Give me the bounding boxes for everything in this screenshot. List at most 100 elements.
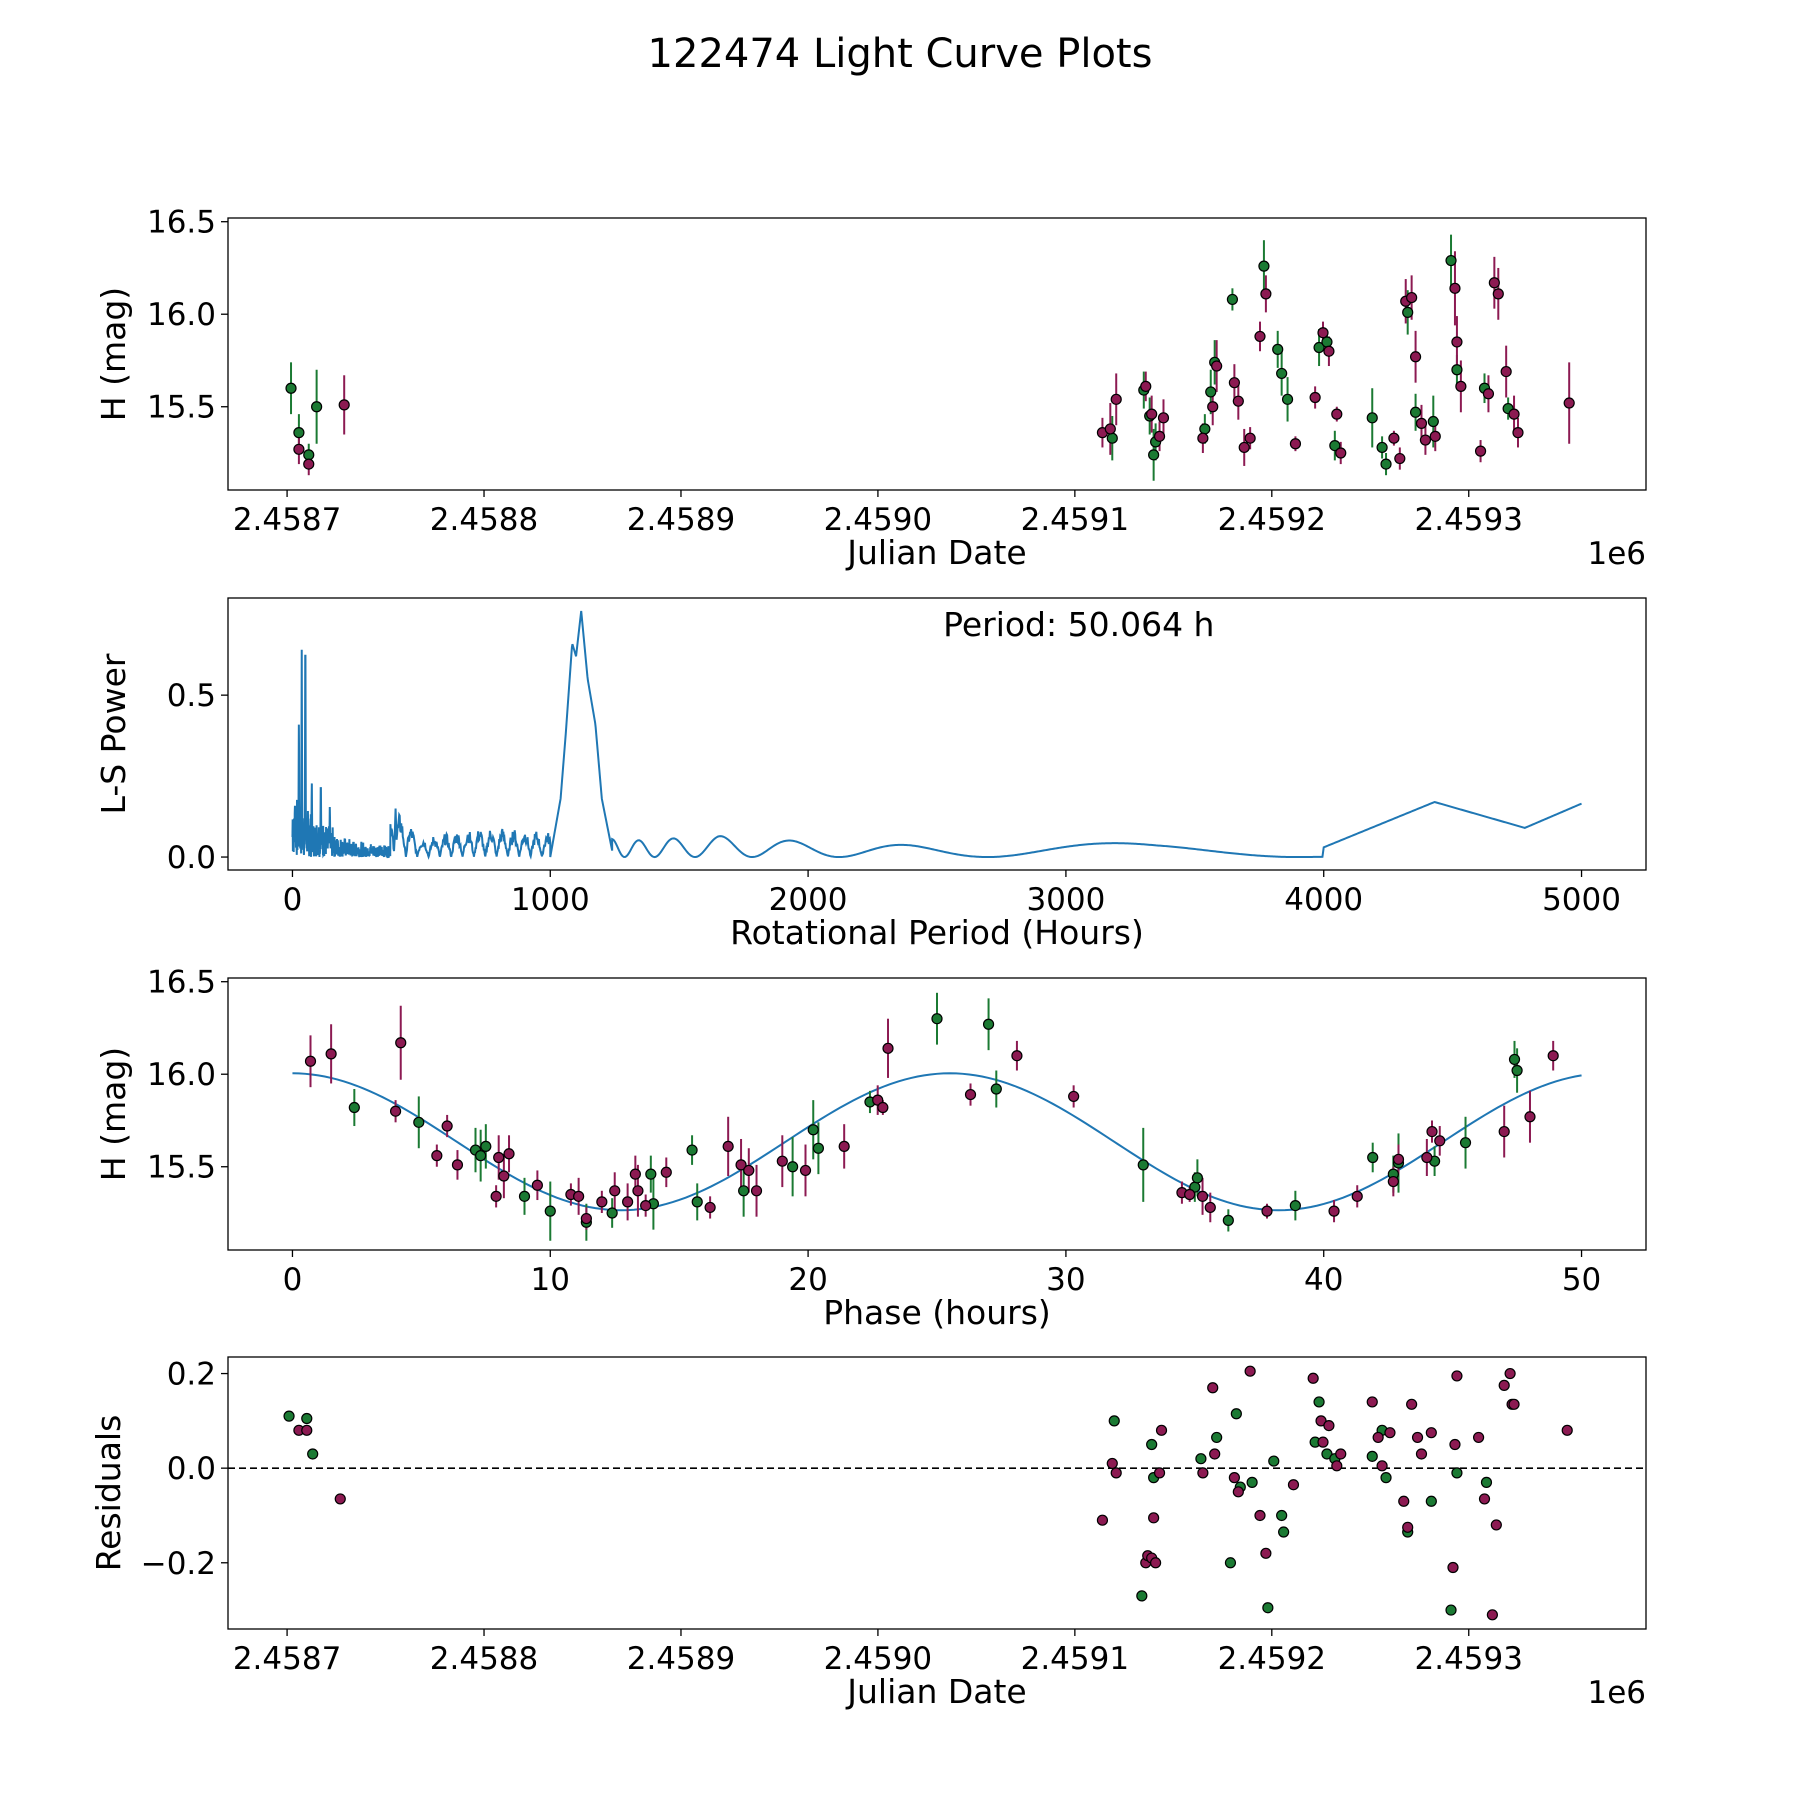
y-tick-label: 16.5 [147,965,216,1001]
x-tick-label: 2.4589 [627,502,735,538]
data-point-green [544,1205,556,1217]
data-point-green [807,1124,819,1136]
data-point-maroon [1331,408,1343,420]
data-point-green [1205,386,1217,398]
axes-frame [227,1356,1647,1630]
data-point-green [1459,1137,1472,1149]
data-point-maroon [304,1055,317,1067]
data-point-maroon [1419,434,1432,446]
data-point-maroon [1096,1514,1109,1526]
x-tick-label: 2.4587 [233,1641,341,1677]
data-point-maroon [743,1164,755,1177]
data-point-maroon [1415,417,1428,429]
data-point-maroon [1411,1431,1424,1444]
data-point-green [1211,1431,1223,1444]
data-point-green [285,382,297,394]
data-point-maroon [1524,1111,1536,1123]
data-point-maroon [1486,1609,1498,1621]
data-point-green [1278,1526,1290,1538]
data-point-maroon [1394,452,1406,465]
data-point-green [307,1448,319,1460]
data-point-maroon [1512,427,1524,439]
data-point-maroon [1244,432,1256,444]
data-point-maroon [1335,1448,1347,1460]
data-point-maroon [1500,365,1512,378]
data-point-maroon [1238,441,1250,454]
data-point-green [1367,1151,1379,1164]
data-point-maroon [1309,391,1321,404]
data-point-maroon [1244,1365,1256,1377]
data-point-green [1380,458,1392,470]
data-point-green [1258,260,1270,272]
y-axis-label: H (mag) [94,1047,133,1181]
data-point-maroon [1328,1205,1340,1217]
data-point-green [1230,1408,1242,1420]
x-tick-label: 2.4590 [824,502,932,538]
data-point-maroon [1492,288,1504,300]
data-point-maroon [580,1212,592,1225]
data-point-green [686,1144,698,1156]
data-point-maroon [1155,1424,1168,1436]
data-point-green [1445,254,1457,267]
data-point-maroon [1472,1431,1485,1444]
data-point-green [1508,1053,1521,1066]
y-tick-label: 16.0 [147,297,216,333]
data-point-maroon [1197,1467,1209,1479]
data-point-green [1108,1415,1120,1427]
data-point-green [1246,1476,1258,1488]
x-tick-label: 2.4593 [1415,1641,1523,1677]
data-point-maroon [1384,1427,1396,1439]
scatter-layer [285,234,1575,481]
data-point-maroon [1323,1419,1335,1432]
y-tick-label: 0.5 [167,678,216,714]
data-point-green [606,1207,618,1219]
data-point-maroon [776,1155,788,1167]
data-point-maroon [1425,1427,1437,1439]
x-tick-label: 10 [531,1262,570,1298]
data-point-maroon [1498,1125,1510,1138]
data-point-green [1195,1453,1207,1465]
data-point-maroon [1228,377,1240,389]
data-point-maroon [1317,327,1329,339]
x-tick-label: 2.4590 [824,1641,932,1677]
data-point-green [1226,293,1239,306]
data-point-maroon [1482,388,1495,400]
data-point-maroon [1260,1547,1272,1559]
data-point-green [1137,1159,1149,1171]
data-point-green [1272,343,1284,355]
line-layer [291,610,1582,860]
data-point-maroon [1449,282,1461,294]
data-point-green [1313,341,1325,354]
data-point-green [1380,1472,1392,1484]
data-point-maroon [1207,401,1219,413]
data-point-maroon [1508,1398,1520,1410]
data-point-green [787,1161,799,1173]
data-point-maroon [395,1037,407,1049]
lightcurve-panel: 2.4587 2.4588 2.4589 2.4590 2.4591 2.4592 2.45… [94,205,1647,572]
data-point-maroon [1376,1460,1388,1472]
data-point-maroon [451,1159,464,1171]
data-point-maroon [1254,1509,1266,1522]
data-point-maroon [609,1185,621,1197]
data-point-maroon [1449,1438,1461,1451]
data-point-maroon [1317,1436,1329,1448]
x-tick-label: 4000 [1284,882,1363,918]
data-point-maroon [334,1493,346,1505]
data-point-green [413,1116,425,1128]
data-point-maroon [660,1166,672,1178]
data-point-maroon [1351,1190,1363,1202]
data-point-maroon [622,1196,634,1208]
periodogram-panel: 0 1000 2000 3000 4000 5000 0.0 0.5 Rotational Pe… [94,597,1647,952]
data-point-maroon [1455,380,1467,392]
axes-frame [227,597,1647,871]
data-point-maroon [722,1140,734,1152]
data-point-green [1409,406,1422,418]
data-point-maroon [1331,1460,1343,1472]
data-point-maroon [1153,1467,1166,1479]
data-point-green [1451,364,1463,376]
data-point-green [303,449,315,461]
data-point-maroon [1409,351,1422,363]
data-point-maroon [1504,1367,1516,1380]
data-point-maroon [1561,1424,1573,1436]
data-point-maroon [704,1201,716,1214]
